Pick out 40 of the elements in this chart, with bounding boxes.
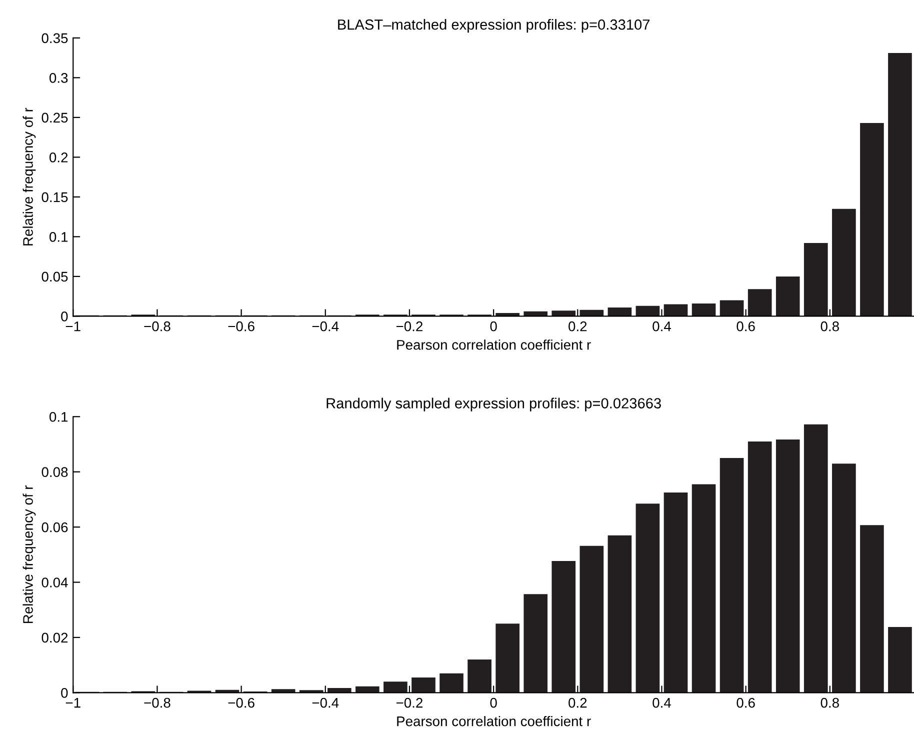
y-tick-label: 0 — [61, 312, 68, 322]
x-tick-label: −0.6 — [228, 321, 254, 332]
x-tick-label: 0.6 — [736, 321, 755, 332]
y-tick-label: 0.1 — [49, 232, 68, 242]
y-tick-label: 0.06 — [42, 522, 68, 532]
x-tick-label: −0.8 — [144, 321, 170, 332]
y-tick-label: 0.35 — [42, 33, 68, 44]
x-tick-label: −0.2 — [396, 321, 422, 332]
y-tick-label: 0.02 — [42, 632, 68, 643]
chart-title: Randomly sampled expression profiles: p=0.023663 — [326, 398, 661, 412]
x-tick-label: 0.8 — [820, 321, 839, 332]
y-tick-label: 0.3 — [49, 73, 68, 83]
x-tick-label: 0.4 — [652, 698, 671, 708]
y-tick-label: 0.1 — [49, 412, 68, 422]
x-axis-title: Pearson correlation coefficient r — [397, 340, 591, 350]
x-axis-title: Pearson correlation coefficient r — [397, 716, 591, 726]
y-tick-label: 0.04 — [42, 578, 68, 588]
x-tick-label: 0.2 — [568, 698, 587, 708]
x-tick-label: 0.6 — [736, 698, 755, 708]
x-tick-label: 0.4 — [652, 321, 671, 332]
y-tick-label: 0 — [61, 688, 68, 698]
y-tick-label: 0.2 — [49, 152, 68, 162]
y-axis-title: Relative frequency of r — [22, 108, 36, 246]
y-tick-label: 0.15 — [42, 192, 68, 202]
x-tick-label: −1 — [66, 322, 80, 332]
x-tick-label: 0 — [490, 321, 497, 332]
x-tick-label: −0.4 — [312, 698, 339, 708]
x-tick-label: −1 — [66, 698, 80, 708]
x-tick-label: −0.2 — [396, 698, 422, 708]
x-tick-label: 0 — [490, 698, 497, 708]
x-tick-label: 0.8 — [820, 698, 839, 708]
x-tick-label: −0.8 — [144, 698, 170, 708]
x-tick-label: −0.6 — [228, 698, 254, 708]
chart-title: BLAST–matched expression profiles: p=0.33107 — [338, 19, 650, 33]
y-axis-title: Relative frequency of r — [22, 485, 36, 623]
y-tick-label: 0.25 — [42, 112, 68, 123]
y-tick-label: 0.05 — [42, 272, 68, 282]
x-tick-label: 0.2 — [568, 321, 587, 332]
y-tick-label: 0.08 — [42, 467, 68, 478]
x-tick-label: −0.4 — [312, 321, 339, 332]
